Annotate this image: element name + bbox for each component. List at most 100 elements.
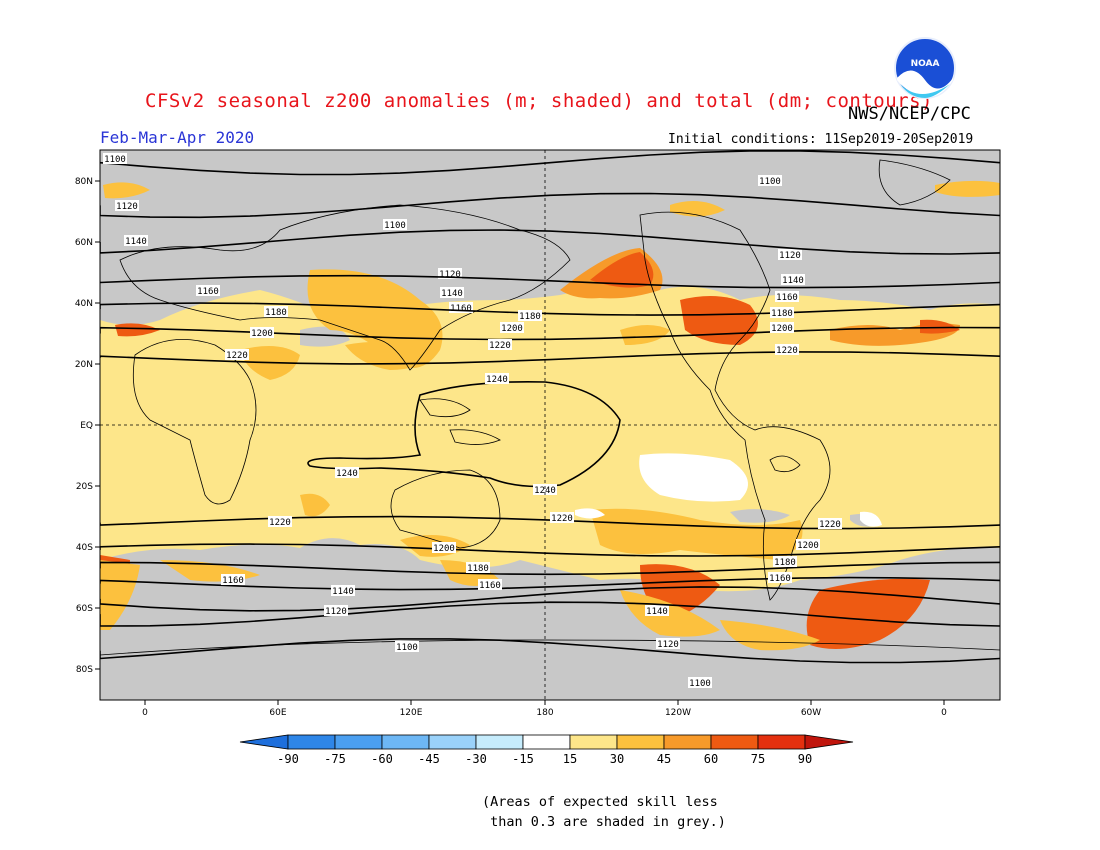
contour-label-text: 1160 [479, 581, 501, 591]
colorbar-label: -90 [277, 752, 299, 766]
colorbar-swatch [287, 734, 336, 750]
lat-label: 20N [75, 360, 93, 370]
colorbar-swatch [334, 734, 383, 750]
anomaly-region-12 [620, 325, 670, 345]
longitude-labels: 0 60E 120E 180 120W 60W 0 [142, 700, 947, 718]
lat-label: 40S [76, 543, 93, 553]
noaa-logo: NOAA [894, 37, 956, 99]
noaa-logo-text: NOAA [911, 59, 940, 69]
colorbar-label: -15 [512, 752, 534, 766]
agency-label: NWS/NCEP/CPC [848, 104, 971, 124]
contour-label: 1220 [550, 512, 574, 524]
contour-label: 1200 [432, 542, 456, 554]
colorbar-label: 60 [704, 752, 718, 766]
contour-label: 1140 [124, 235, 148, 247]
lat-label: 40N [75, 299, 93, 309]
contour-label-text: 1240 [534, 486, 556, 496]
contour-1200 [100, 326, 1000, 341]
forecast-period: Feb-Mar-Apr 2020 [100, 128, 255, 147]
contour-label-text: 1180 [519, 312, 541, 322]
latitude-labels: 80N 60N 40N 20N EQ 20S 40S 60S 80S [75, 177, 100, 675]
anomaly-region-18 [100, 560, 140, 630]
contour-label: 1120 [778, 249, 802, 261]
anomaly-region-0 [103, 182, 150, 199]
contour-label-text: 1240 [486, 375, 508, 385]
map-plot: 1100 1100 1100 1120 1120 1120 1140 1140 1140 1160… [100, 150, 1000, 700]
contour-label-text: 1220 [819, 520, 841, 530]
anomaly-region-3 [307, 269, 443, 368]
anomaly-region-16 [590, 508, 803, 560]
coastline-6 [419, 398, 471, 418]
anomaly-region-20 [620, 590, 720, 637]
colorbar-label: 15 [563, 752, 577, 766]
colorbar-swatch [616, 734, 665, 750]
coastline-2 [390, 469, 501, 549]
contour-label-text: 1100 [689, 679, 711, 689]
lat-label: 60N [75, 238, 93, 248]
contour-label-text: 1180 [265, 308, 287, 318]
contour-label: 1220 [268, 516, 292, 528]
lon-label: 120E [400, 708, 423, 718]
colorbar-label: 45 [657, 752, 671, 766]
colorbar-label: 90 [798, 752, 812, 766]
lon-label: 180 [536, 708, 553, 718]
contour-label: 1160 [775, 291, 799, 303]
contour-label-text: 1220 [551, 514, 573, 524]
anomaly-region-24 [639, 453, 748, 502]
skill-note: (Areas of expected skill less than 0.3 a… [482, 794, 726, 830]
contour-label: 1160 [768, 572, 792, 584]
contour-1100 [100, 638, 1000, 664]
contour-label: 1180 [770, 307, 794, 319]
contour-label-text: 1160 [776, 293, 798, 303]
anomaly-regions [100, 180, 1000, 651]
contour-label: 1180 [773, 556, 797, 568]
anomaly-region-9 [920, 319, 960, 334]
contour-1160 [100, 274, 1000, 289]
contour-label-text: 1140 [125, 237, 147, 247]
anomaly-region-26 [860, 511, 882, 527]
colorbar-label: 75 [751, 752, 765, 766]
coastline-7 [449, 429, 501, 445]
contour-label: 1160 [221, 574, 245, 586]
colorbar-label: -30 [465, 752, 487, 766]
contour-label: 1140 [645, 605, 669, 617]
lon-label: 120W [665, 708, 691, 718]
contour-label: 1200 [770, 322, 794, 334]
colorbar-swatch [428, 734, 477, 750]
contour-label: 1180 [264, 306, 288, 318]
colorbar-label: -75 [324, 752, 346, 766]
contour-label-text: 1200 [771, 324, 793, 334]
contour-label: 1100 [758, 175, 782, 187]
coastline-8 [769, 455, 801, 473]
contour-label-text: 1180 [467, 564, 489, 574]
anomaly-region-5 [590, 252, 654, 288]
anomaly-region-8 [115, 323, 160, 337]
contour-label-text: 1100 [384, 221, 406, 231]
coastline-1 [119, 204, 571, 371]
contour-label-text: 1220 [489, 341, 511, 351]
anomaly-region-25 [575, 508, 605, 519]
coastline-0 [132, 339, 257, 505]
contour-label: 1120 [656, 638, 680, 650]
contour-label-text: 1140 [441, 289, 463, 299]
contour-label-text: 1220 [269, 518, 291, 528]
contour-label-text: 1240 [336, 469, 358, 479]
anomaly-region-1 [935, 180, 1000, 197]
contour-label: 1180 [466, 562, 490, 574]
contour-label: 1200 [500, 322, 524, 334]
contour-label: 1220 [818, 518, 842, 530]
lat-label: EQ [80, 421, 93, 431]
contour-1240 [307, 380, 621, 488]
contour-1140 [100, 586, 1000, 612]
contour-label-text: 1120 [657, 640, 679, 650]
coastlines [100, 159, 1000, 700]
contour-label: 1220 [488, 339, 512, 351]
low-skill-region-2 [300, 326, 350, 347]
lat-label: 80S [76, 665, 93, 675]
contour-label-text: 1160 [197, 287, 219, 297]
contour-label-text: 1160 [222, 576, 244, 586]
contour-1120 [100, 601, 1000, 627]
contour-label-text: 1180 [771, 309, 793, 319]
lon-label: 0 [142, 708, 148, 718]
colorbar-right-arrow [804, 734, 854, 750]
